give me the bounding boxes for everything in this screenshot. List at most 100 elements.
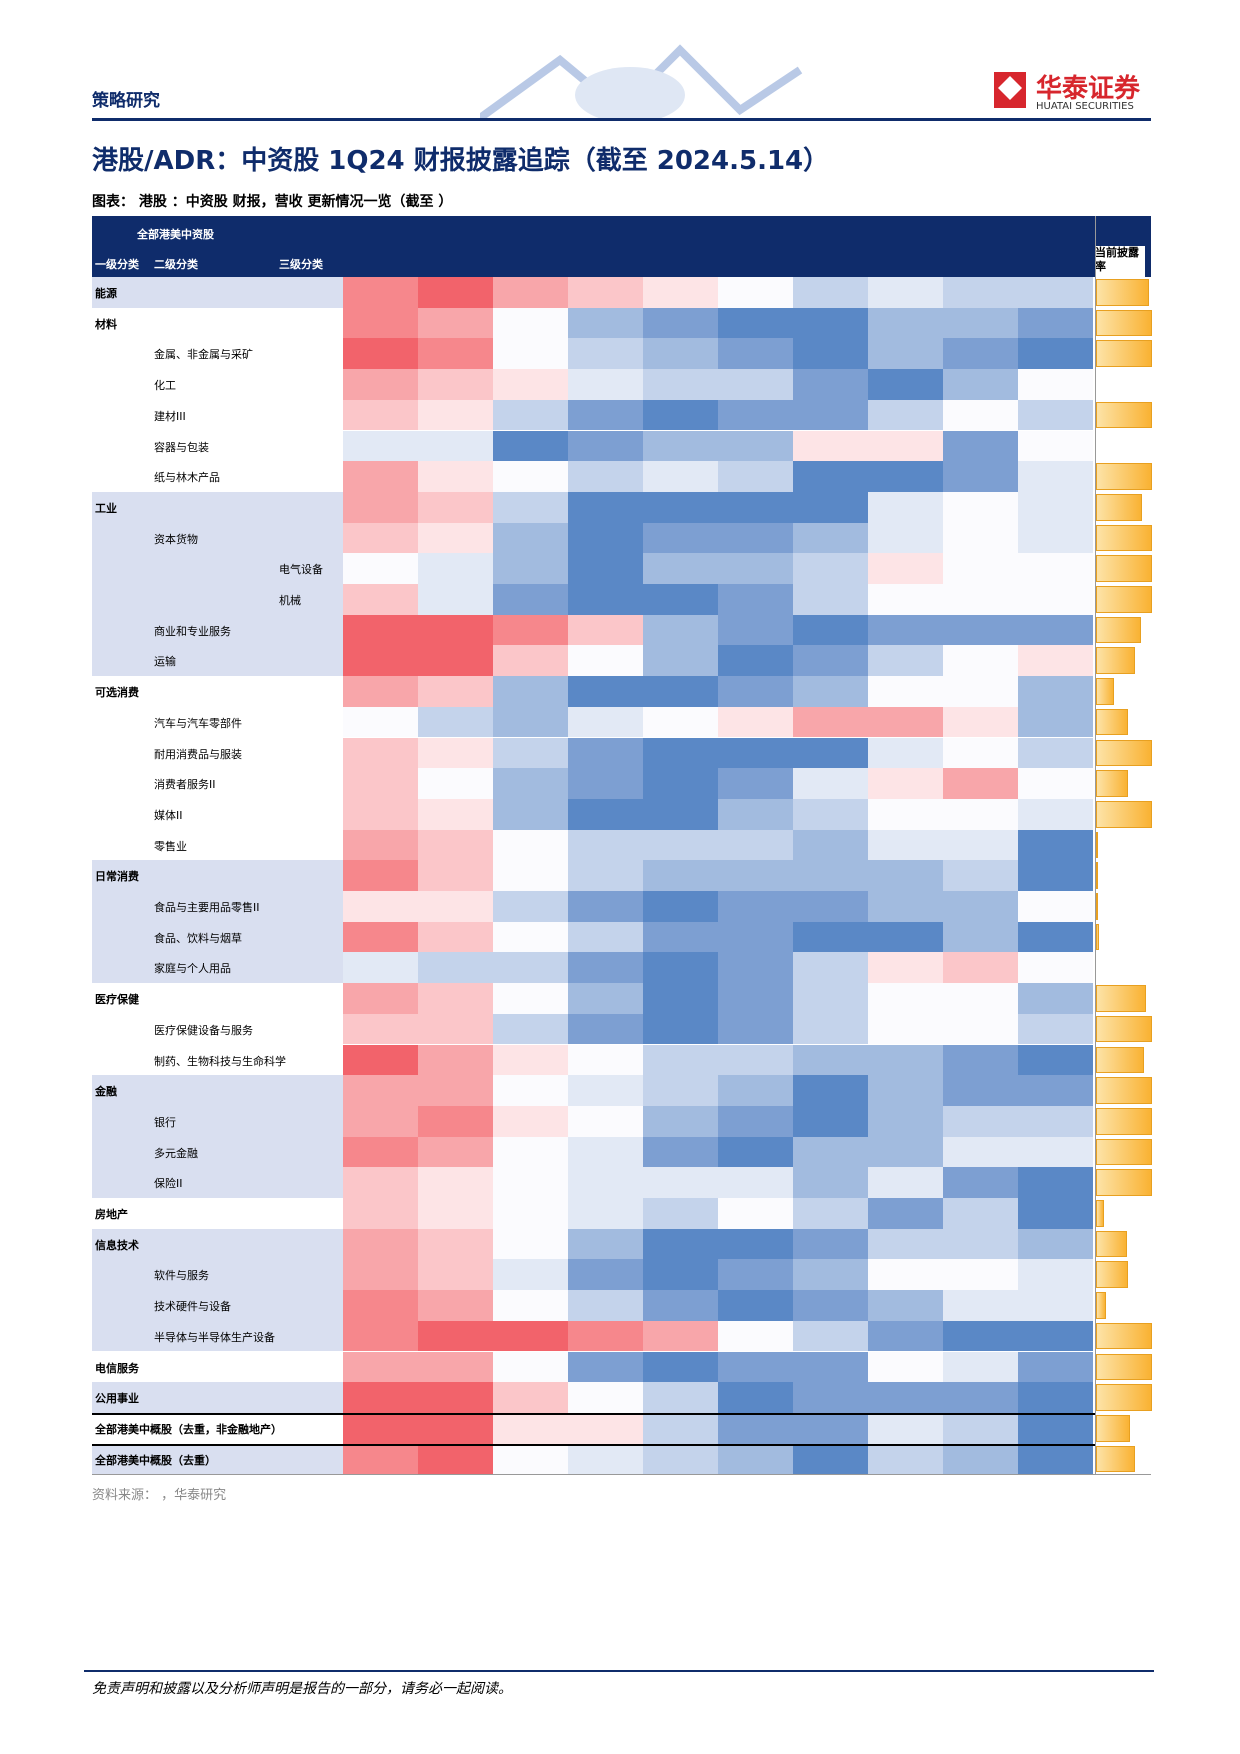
- heat-cell: [343, 584, 418, 615]
- heat-cell: [643, 1228, 718, 1260]
- heat-cell: [718, 952, 793, 984]
- heat-cell: [793, 645, 868, 677]
- heat-cell: [1018, 1167, 1093, 1198]
- rate-bar: [1096, 1322, 1152, 1350]
- heat-cell: [343, 1320, 418, 1352]
- row-label: 电气设备: [279, 563, 323, 577]
- heat-cell: [718, 891, 793, 922]
- heat-cell: [718, 1198, 793, 1229]
- heat-cell: [868, 829, 943, 861]
- heat-cell: [793, 1259, 868, 1291]
- heat-cell: [793, 706, 868, 738]
- heat-cell: [1018, 768, 1093, 799]
- heat-cell: [343, 676, 418, 707]
- heat-cell: [643, 1443, 718, 1475]
- heat-cell: [343, 399, 418, 431]
- heat-cell: [793, 461, 868, 492]
- rate-bar: [1096, 401, 1152, 429]
- heat-cell: [793, 553, 868, 584]
- heat-cell: [793, 798, 868, 830]
- heat-cell: [1018, 1136, 1093, 1168]
- row-label: 化工: [154, 379, 176, 393]
- heat-cell: [493, 1290, 568, 1321]
- heat-cell: [418, 522, 493, 554]
- heat-cell: [343, 430, 418, 462]
- row-label-cell: [92, 1259, 343, 1291]
- heat-cell: [718, 860, 793, 891]
- banner-art: [480, 44, 803, 120]
- heat-cell: [568, 983, 643, 1014]
- heat-cell: [343, 1198, 418, 1229]
- row-label: 制药、生物科技与生命科学: [154, 1054, 286, 1068]
- heat-cell: [868, 1259, 943, 1291]
- row-label-cell: [92, 553, 343, 584]
- heat-cell: [718, 430, 793, 462]
- heat-cell: [493, 706, 568, 738]
- heat-cell: [943, 1075, 1018, 1106]
- heat-cell: [718, 399, 793, 431]
- heat-cell: [1018, 430, 1093, 462]
- heat-cell: [943, 1259, 1018, 1291]
- heat-cell: [343, 553, 418, 584]
- heat-cell: [793, 1382, 868, 1413]
- heat-cell: [1018, 645, 1093, 677]
- heat-cell: [418, 1259, 493, 1291]
- heat-cell: [868, 522, 943, 554]
- heat-cell: [868, 952, 943, 984]
- heat-cell: [343, 491, 418, 523]
- row-label: 全部港美中概股（去重）: [95, 1453, 216, 1467]
- rate-bar: [1096, 893, 1098, 920]
- heat-cell: [793, 1412, 868, 1444]
- heat-cell: [793, 1075, 868, 1106]
- heat-cell: [643, 1351, 718, 1383]
- heat-cell: [868, 1412, 943, 1444]
- heat-cell: [343, 1075, 418, 1106]
- heat-cell: [943, 737, 1018, 769]
- heat-cell: [793, 860, 868, 891]
- heat-cell: [493, 1443, 568, 1475]
- heat-cell: [793, 522, 868, 554]
- heat-cell: [1018, 307, 1093, 339]
- heat-cell: [718, 491, 793, 523]
- row-label: 公用事业: [95, 1392, 139, 1406]
- heat-cell: [793, 1290, 868, 1321]
- heat-cell: [643, 1075, 718, 1106]
- heat-cell: [868, 1198, 943, 1229]
- heat-cell: [493, 952, 568, 984]
- heat-cell: [643, 1320, 718, 1352]
- row-label-cell: [92, 645, 343, 677]
- heat-cell: [793, 277, 868, 308]
- heat-cell: [793, 614, 868, 646]
- heat-cell: [418, 1443, 493, 1475]
- heat-cell: [718, 461, 793, 492]
- heat-cell: [568, 491, 643, 523]
- heat-cell: [1018, 553, 1093, 584]
- heat-cell: [868, 399, 943, 431]
- heat-cell: [493, 921, 568, 953]
- heat-cell: [1018, 461, 1093, 492]
- heat-cell: [718, 614, 793, 646]
- heat-cell: [1018, 676, 1093, 707]
- heat-cell: [568, 952, 643, 984]
- row-label-cell: [92, 369, 343, 400]
- row-label-cell: [92, 860, 343, 891]
- row-label-cell: [92, 1198, 343, 1229]
- heat-cell: [943, 829, 1018, 861]
- rate-bar: [1096, 1292, 1106, 1319]
- heat-cell: [343, 952, 418, 984]
- heat-cell: [943, 1136, 1018, 1168]
- heat-cell: [343, 1382, 418, 1413]
- heat-cell: [868, 553, 943, 584]
- heat-cell: [793, 491, 868, 523]
- heat-cell: [718, 277, 793, 308]
- heat-cell: [568, 522, 643, 554]
- heat-cell: [793, 307, 868, 339]
- heat-cell: [643, 768, 718, 799]
- footer: 免责声明和披露以及分析师声明是报告的一部分，请务必一起阅读。: [92, 1681, 512, 1697]
- row-label-cell: [92, 1382, 343, 1413]
- heat-cell: [493, 614, 568, 646]
- heat-cell: [643, 1198, 718, 1229]
- heat-cell: [643, 277, 718, 308]
- row-label-cell: [92, 952, 343, 984]
